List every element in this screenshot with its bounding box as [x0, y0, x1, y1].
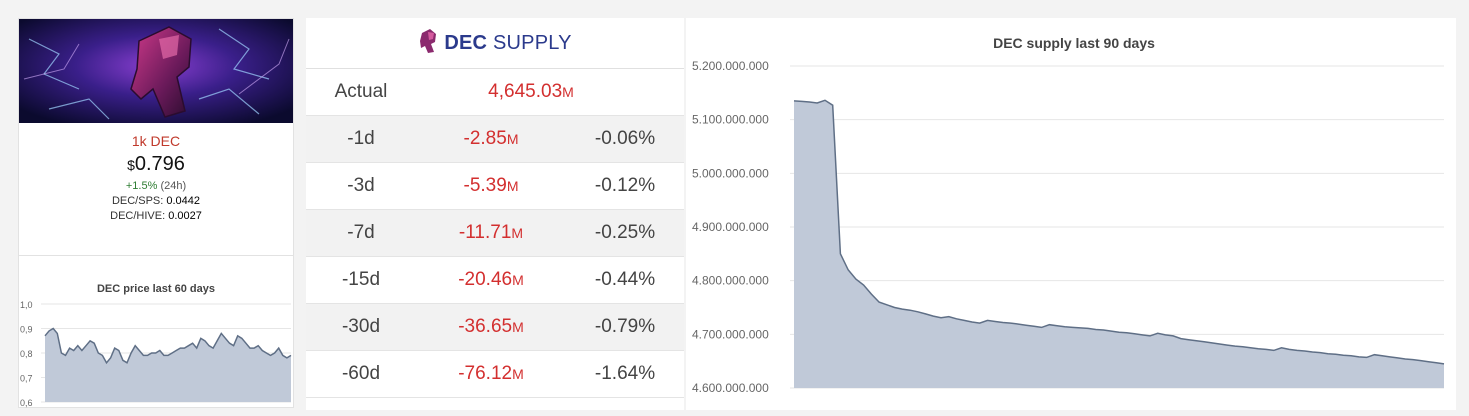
row-percent: -1.64%	[594, 363, 656, 384]
row-change-unit: M	[506, 131, 519, 147]
supply-chart-svg: DEC supply last 90 days 5.200.000.000 5.10…	[692, 35, 1445, 395]
row-change-number: -2.85	[463, 128, 507, 149]
row-change-number: -5.39	[463, 175, 507, 196]
row-period: -15d	[341, 269, 381, 290]
y-tick-label: 1,0	[20, 300, 33, 310]
row-period: -30d	[341, 316, 381, 337]
ratio-hive: DEC/HIVE: 0.0027	[19, 210, 293, 222]
row-change-unit: M	[511, 225, 524, 241]
ratio-hive-value: 0.0027	[168, 210, 202, 222]
actual-unit: M	[562, 84, 574, 100]
ratio-hive-label: DEC/HIVE:	[110, 210, 166, 222]
row-change: -11.71M	[416, 222, 566, 244]
y-tick-label: 4.800.000.000	[692, 274, 769, 288]
price-chart: DEC price last 60 days 1,0 0,9 0,8 0,7 0,6	[19, 255, 293, 408]
row-period: -60d	[341, 363, 381, 384]
supply-row: -15d -20.46M -0.44%	[306, 257, 684, 304]
chart-title: DEC supply last 90 days	[993, 35, 1155, 51]
row-period: -7d	[347, 222, 375, 243]
actual-number: 4,645.03	[488, 81, 563, 102]
y-tick-label: 5.100.000.000	[692, 113, 769, 127]
card-art-image	[19, 19, 293, 123]
row-change-unit: M	[512, 366, 524, 382]
y-tick-label: 4.700.000.000	[692, 327, 769, 341]
y-tick-label: 4.900.000.000	[692, 220, 769, 234]
supply-title-dec: DEC	[444, 31, 488, 54]
series-area	[45, 328, 291, 402]
change-period: (24h)	[160, 180, 187, 192]
supply-row: -7d -11.71M -0.25%	[306, 210, 684, 257]
row-percent: -0.12%	[594, 175, 656, 196]
supply-row: -60d -76.12M -1.64%	[306, 351, 684, 398]
supply-row: -30d -36.65M -0.79%	[306, 304, 684, 351]
row-percent: -0.79%	[594, 316, 656, 337]
supply-row: -3d -5.39M -0.12%	[306, 163, 684, 210]
row-percent: -0.06%	[594, 128, 656, 149]
chart-title: DEC price last 60 days	[97, 283, 215, 295]
supply-chart: DEC supply last 90 days 5.200.000.000 5.10…	[686, 18, 1456, 410]
row-change: -76.12M	[416, 363, 566, 385]
dec-logo-icon	[418, 28, 438, 58]
row-change-number: -20.46	[458, 269, 513, 290]
row-period: -1d	[347, 128, 375, 149]
row-period: -3d	[347, 175, 375, 196]
y-tick-label: 0,7	[20, 374, 33, 384]
price-value: 0.796	[134, 153, 185, 175]
y-tick-label: 5.200.000.000	[692, 59, 769, 73]
y-tick-label: 4.600.000.000	[692, 381, 769, 395]
row-change: -36.65M	[416, 316, 566, 338]
row-change: -5.39M	[416, 175, 566, 197]
ratio-sps-label: DEC/SPS:	[111, 195, 164, 207]
row-change-number: -11.71	[458, 222, 512, 243]
supply-header: DEC SUPPLY	[306, 18, 684, 69]
row-change-number: -36.65	[458, 316, 513, 337]
supply-row-actual: Actual 4,645.03M	[306, 69, 684, 116]
y-tick-label: 0,9	[20, 325, 33, 335]
actual-value: 4,645.03M	[416, 81, 646, 103]
ratio-sps: DEC/SPS: 0.0442	[19, 195, 293, 207]
row-change: -20.46M	[416, 269, 566, 291]
price-chart-svg: DEC price last 60 days 1,0 0,9 0,8 0,7 0,6	[20, 283, 292, 408]
y-tick-label: 0,6	[20, 398, 33, 408]
card-name: 1k DEC	[131, 133, 181, 149]
y-tick-label: 0,8	[20, 349, 33, 359]
row-change-unit: M	[512, 272, 524, 288]
supply-title: DEC SUPPLY	[444, 32, 571, 55]
row-change-unit: M	[512, 319, 524, 335]
ratio-sps-value: 0.0442	[166, 195, 201, 207]
currency-symbol: $	[127, 157, 135, 173]
y-tick-label: 5.000.000.000	[692, 166, 769, 180]
row-percent: -0.44%	[594, 269, 656, 290]
series-line	[793, 99, 1445, 365]
card-panel: 1k DEC $0.796 +1.5% (24h) DEC/SPS: 0.044…	[18, 18, 294, 408]
card-info: 1k DEC $0.796 +1.5% (24h) DEC/SPS: 0.044…	[19, 123, 293, 222]
supply-table: DEC SUPPLY Actual 4,645.03M -1d -2.85M -…	[306, 18, 684, 410]
row-change-unit: M	[506, 178, 519, 194]
row-percent: -0.25%	[594, 222, 656, 243]
change-percent: +1.5%	[125, 180, 158, 192]
supply-title-supply: SUPPLY	[492, 31, 572, 54]
price-change: +1.5% (24h)	[19, 180, 293, 192]
series-area	[794, 100, 1444, 389]
supply-row: -1d -2.85M -0.06%	[306, 116, 684, 163]
row-change-number: -76.12	[458, 363, 513, 384]
actual-label: Actual	[334, 81, 388, 102]
row-change: -2.85M	[416, 128, 566, 150]
series-line	[44, 327, 292, 365]
card-price: $0.796	[19, 153, 293, 176]
